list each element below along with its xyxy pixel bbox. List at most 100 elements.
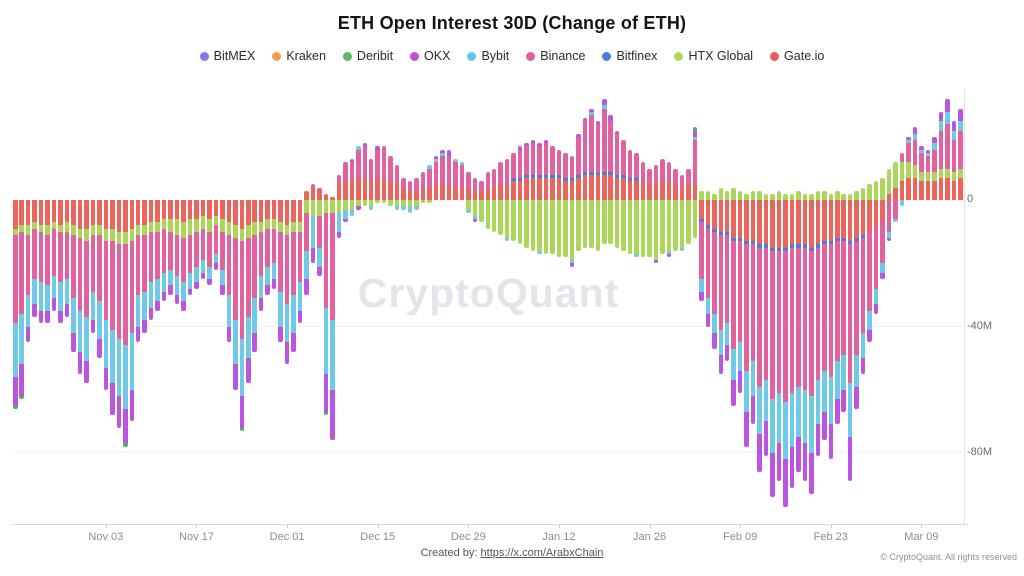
bar-segment-gate-io[interactable] <box>543 178 549 201</box>
bar-segment-okx[interactable] <box>951 121 957 131</box>
bar-segment-bybit[interactable] <box>123 345 128 409</box>
bar-segment-htx-global[interactable] <box>757 190 762 201</box>
bar-segment-htx-global[interactable] <box>576 200 581 251</box>
bar-segment-bybit[interactable] <box>200 260 206 273</box>
bar-segment-binance[interactable] <box>58 231 63 283</box>
bar-segment-htx-global[interactable] <box>466 200 471 210</box>
bar-segment-bybit[interactable] <box>64 279 70 305</box>
bar-segment-binance[interactable] <box>356 149 361 179</box>
bar-segment-binance[interactable] <box>459 165 465 188</box>
bar-segment-gate-io[interactable] <box>770 200 775 248</box>
bar-segment-htx-global[interactable] <box>556 200 562 258</box>
bar-segment-htx-global[interactable] <box>110 228 115 242</box>
bar-segment-binance[interactable] <box>912 140 918 166</box>
bar-segment-htx-global[interactable] <box>763 193 769 201</box>
bar-segment-gate-io[interactable] <box>550 178 555 201</box>
bar-segment-bybit[interactable] <box>103 320 109 368</box>
bar-segment-okx[interactable] <box>336 231 342 239</box>
bar-segment-bitfinex[interactable] <box>634 178 639 182</box>
bar-segment-gate-io[interactable] <box>627 181 633 201</box>
bar-segment-htx-global[interactable] <box>77 228 83 239</box>
bar-segment-bybit[interactable] <box>789 392 795 447</box>
bar-segment-binance[interactable] <box>472 178 478 191</box>
bar-segment-okx[interactable] <box>835 399 840 425</box>
bar-segment-okx[interactable] <box>45 310 50 324</box>
bar-segment-binance[interactable] <box>958 130 963 169</box>
bar-segment-okx[interactable] <box>692 130 698 137</box>
bar-segment-okx[interactable] <box>867 329 872 343</box>
bar-segment-okx[interactable] <box>297 310 303 324</box>
bar-segment-htx-global[interactable] <box>284 225 290 235</box>
bar-segment-bybit[interactable] <box>938 121 944 131</box>
bar-segment-okx[interactable] <box>291 332 296 352</box>
bar-segment-htx-global[interactable] <box>414 200 419 207</box>
bar-segment-gate-io[interactable] <box>854 200 859 239</box>
bar-segment-gate-io[interactable] <box>517 181 523 201</box>
bar-segment-htx-global[interactable] <box>537 200 542 251</box>
legend-item-deribit[interactable]: Deribit <box>342 49 393 63</box>
bar-segment-gate-io[interactable] <box>349 181 355 201</box>
bar-segment-okx[interactable] <box>330 389 335 441</box>
bar-segment-binance[interactable] <box>705 228 711 299</box>
bar-segment-gate-io[interactable] <box>537 178 542 201</box>
bar-segment-gate-io[interactable] <box>123 200 128 232</box>
bar-segment-okx[interactable] <box>886 238 892 242</box>
bar-segment-binance[interactable] <box>446 155 452 185</box>
bar-segment-binance[interactable] <box>414 178 419 191</box>
bar-segment-bybit[interactable] <box>757 386 762 434</box>
bar-segment-gate-io[interactable] <box>414 190 419 201</box>
bar-segment-binance[interactable] <box>323 212 329 308</box>
legend-item-htx-global[interactable]: HTX Global <box>674 49 753 63</box>
bar-segment-okx[interactable] <box>362 143 368 147</box>
bar-segment-htx-global[interactable] <box>181 222 186 239</box>
bar-segment-htx-global[interactable] <box>491 200 497 232</box>
legend-item-gate-io[interactable]: Gate.io <box>770 49 824 63</box>
bar-segment-binance[interactable] <box>246 238 251 318</box>
bar-segment-bitfinex[interactable] <box>705 225 711 229</box>
bar-segment-binance[interactable] <box>718 234 723 330</box>
bar-segment-gate-io[interactable] <box>90 200 96 226</box>
bar-segment-binance[interactable] <box>71 234 76 299</box>
bar-segment-okx[interactable] <box>757 433 762 472</box>
bar-segment-gate-io[interactable] <box>932 181 937 201</box>
bar-segment-binance[interactable] <box>847 244 853 384</box>
bar-segment-htx-global[interactable] <box>168 219 173 232</box>
bar-segment-bybit[interactable] <box>161 272 167 292</box>
bar-segment-okx[interactable] <box>155 301 160 311</box>
bar-segment-binance[interactable] <box>187 234 193 273</box>
bar-segment-gate-io[interactable] <box>148 200 154 223</box>
bar-segment-okx[interactable] <box>945 99 950 112</box>
bar-segment-gate-io[interactable] <box>906 178 911 201</box>
bar-segment-bybit[interactable] <box>602 105 607 109</box>
bar-segment-gate-io[interactable] <box>802 200 808 245</box>
bar-segment-bitfinex[interactable] <box>543 174 549 179</box>
bar-segment-binance[interactable] <box>161 228 167 273</box>
bar-segment-okx[interactable] <box>537 143 542 147</box>
bar-segment-htx-global[interactable] <box>220 219 225 232</box>
bar-segment-okx[interactable] <box>524 143 529 147</box>
bar-segment-bitfinex[interactable] <box>822 241 827 245</box>
bar-segment-okx[interactable] <box>880 272 885 280</box>
bar-segment-bitfinex[interactable] <box>828 241 834 245</box>
bar-segment-gate-io[interactable] <box>174 200 180 220</box>
bar-segment-binance[interactable] <box>932 149 937 172</box>
bar-segment-bybit[interactable] <box>181 282 186 302</box>
bar-segment-bitfinex[interactable] <box>712 228 717 232</box>
bar-segment-bybit[interactable] <box>349 209 355 216</box>
bar-segment-htx-global[interactable] <box>407 200 413 207</box>
bar-segment-gate-io[interactable] <box>893 187 898 201</box>
bar-segment-bybit[interactable] <box>51 275 57 299</box>
bar-segment-bybit[interactable] <box>13 323 18 378</box>
bar-segment-bybit[interactable] <box>246 317 251 359</box>
bar-segment-htx-global[interactable] <box>602 200 607 245</box>
bar-segment-gate-io[interactable] <box>116 200 122 232</box>
bar-segment-gate-io[interactable] <box>608 174 613 201</box>
bar-segment-bybit[interactable] <box>809 396 814 453</box>
bar-segment-gate-io[interactable] <box>744 200 749 242</box>
bar-segment-bybit[interactable] <box>258 275 264 299</box>
bar-segment-bitfinex[interactable] <box>737 238 743 242</box>
bar-segment-gate-io[interactable] <box>246 200 251 226</box>
bar-segment-gate-io[interactable] <box>407 190 413 201</box>
bar-segment-okx[interactable] <box>304 279 309 295</box>
bar-segment-bybit[interactable] <box>317 247 322 267</box>
